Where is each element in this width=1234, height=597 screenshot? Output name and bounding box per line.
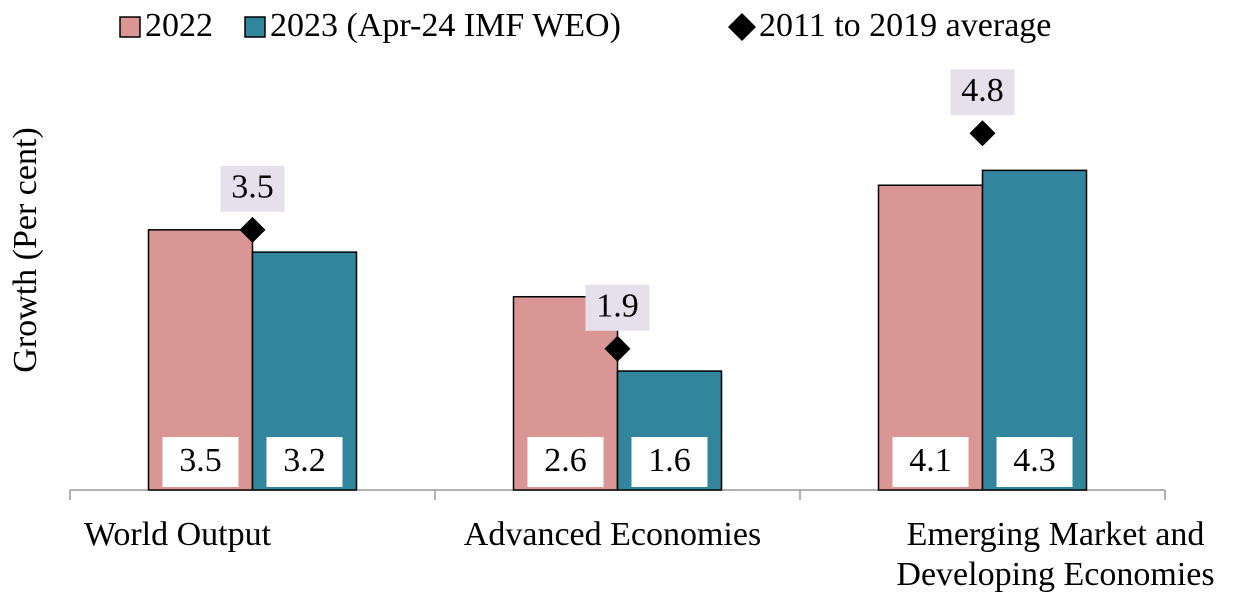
average-label: 1.9: [596, 288, 639, 325]
bar-label: 4.1: [909, 442, 952, 479]
x-tick-label: World Output: [83, 516, 272, 553]
average-label: 3.5: [231, 169, 274, 206]
bar-label: 2.6: [544, 442, 587, 479]
bar-label: 3.5: [179, 442, 222, 479]
legend-label: 2022: [145, 7, 213, 44]
legend-swatch: [244, 16, 266, 38]
legend-label: 2011 to 2019 average: [759, 7, 1051, 44]
legend-marker: [728, 13, 756, 41]
bar-label: 3.2: [283, 442, 326, 479]
average-marker: [239, 216, 266, 243]
legend-label: 2023 (Apr-24 IMF WEO): [270, 7, 621, 44]
average-label-box: [585, 284, 650, 331]
bar-label-box: [996, 437, 1073, 487]
average-marker: [969, 120, 996, 147]
legend-swatch: [119, 16, 141, 38]
bar-label-box: [266, 437, 343, 487]
bar-label-box: [892, 437, 969, 487]
average-label: 4.8: [961, 72, 1004, 109]
x-tick-label: Emerging Market and Developing Economies: [896, 516, 1215, 593]
bar-label-box: [527, 437, 604, 487]
average-label-box: [220, 165, 285, 212]
average-marker: [604, 335, 631, 362]
bar-label-box: [631, 437, 708, 487]
average-label-box: [950, 69, 1015, 116]
y-axis-title: Growth (Per cent): [7, 127, 44, 372]
bar: [981, 169, 1088, 491]
x-tick-label: Advanced Economies: [463, 516, 762, 553]
bar-label: 4.3: [1013, 442, 1056, 479]
bar-label-box: [162, 437, 239, 487]
bar-label: 1.6: [648, 442, 691, 479]
